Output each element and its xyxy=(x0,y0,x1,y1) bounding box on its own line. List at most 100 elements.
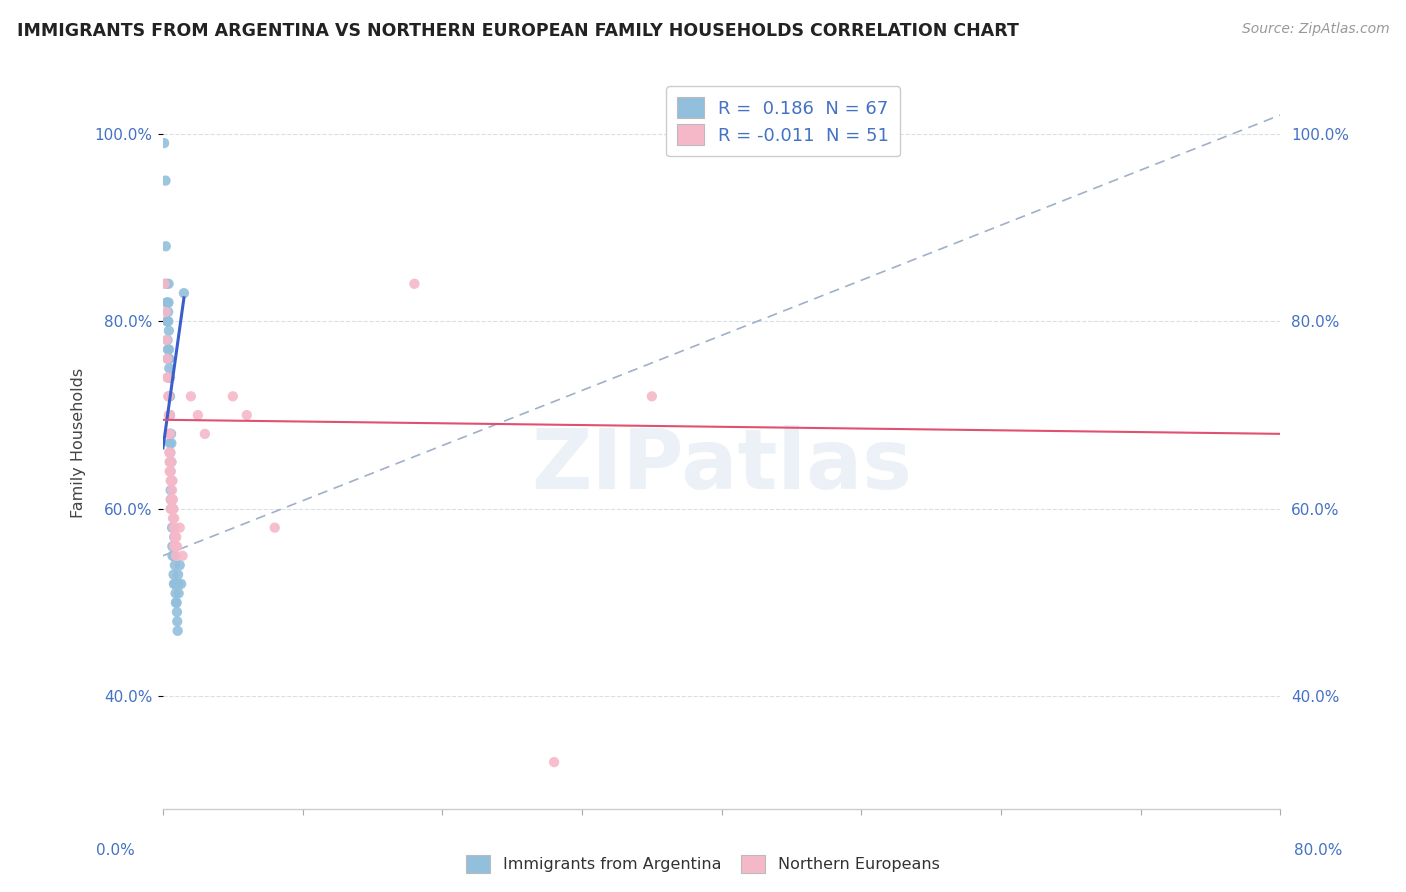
Point xyxy=(159,445,181,459)
Point xyxy=(157,295,180,310)
Point xyxy=(167,586,190,600)
Point xyxy=(159,492,181,507)
Point xyxy=(159,483,181,497)
Point xyxy=(157,277,180,291)
Point xyxy=(157,389,180,403)
Point xyxy=(180,389,202,403)
Point xyxy=(159,370,181,384)
Point xyxy=(159,455,181,469)
Point xyxy=(167,577,190,591)
Point xyxy=(167,567,190,582)
Point xyxy=(159,426,181,441)
Point xyxy=(159,464,181,478)
Point xyxy=(159,408,181,422)
Point xyxy=(156,295,179,310)
Point xyxy=(155,333,177,347)
Point xyxy=(172,549,194,563)
Point xyxy=(155,173,177,187)
Point xyxy=(157,408,180,422)
Point xyxy=(162,501,184,516)
Point xyxy=(163,558,186,573)
Point xyxy=(160,474,183,488)
Point xyxy=(157,389,180,403)
Point xyxy=(162,501,184,516)
Legend: Immigrants from Argentina, Northern Europeans: Immigrants from Argentina, Northern Euro… xyxy=(460,848,946,880)
Point xyxy=(165,596,187,610)
Point xyxy=(155,295,177,310)
Point xyxy=(165,530,187,544)
Point xyxy=(157,324,180,338)
Point xyxy=(157,426,180,441)
Point xyxy=(157,351,180,366)
Point xyxy=(159,389,181,403)
Point xyxy=(160,521,183,535)
Point xyxy=(159,492,181,507)
Point xyxy=(157,314,180,328)
Point xyxy=(162,521,184,535)
Point xyxy=(222,389,245,403)
Point xyxy=(159,436,181,450)
Point xyxy=(159,474,181,488)
Point xyxy=(641,389,664,403)
Point xyxy=(543,755,565,769)
Y-axis label: Family Households: Family Households xyxy=(72,368,86,518)
Point xyxy=(162,549,184,563)
Point xyxy=(157,361,180,376)
Point xyxy=(170,577,193,591)
Point xyxy=(166,624,188,638)
Point xyxy=(163,530,186,544)
Point xyxy=(163,521,186,535)
Legend: R =  0.186  N = 67, R = -0.011  N = 51: R = 0.186 N = 67, R = -0.011 N = 51 xyxy=(666,87,900,156)
Point xyxy=(157,351,180,366)
Point xyxy=(157,305,180,319)
Point xyxy=(153,136,176,150)
Point xyxy=(160,455,183,469)
Point xyxy=(157,370,180,384)
Point xyxy=(160,426,183,441)
Point xyxy=(160,436,183,450)
Point xyxy=(153,277,176,291)
Point xyxy=(160,474,183,488)
Point xyxy=(159,408,181,422)
Point xyxy=(157,351,180,366)
Point xyxy=(165,549,187,563)
Point xyxy=(162,549,184,563)
Point xyxy=(162,567,184,582)
Point xyxy=(159,445,181,459)
Point xyxy=(165,586,187,600)
Point xyxy=(236,408,259,422)
Point xyxy=(194,426,217,441)
Point xyxy=(156,370,179,384)
Point xyxy=(263,521,285,535)
Point xyxy=(159,426,181,441)
Point xyxy=(162,521,184,535)
Point xyxy=(159,408,181,422)
Point xyxy=(156,333,179,347)
Point xyxy=(162,492,184,507)
Point xyxy=(160,455,183,469)
Point xyxy=(160,492,183,507)
Point xyxy=(163,540,186,554)
Point xyxy=(163,511,186,525)
Text: ZIPatlas: ZIPatlas xyxy=(531,425,912,506)
Point xyxy=(156,370,179,384)
Point xyxy=(156,351,179,366)
Point xyxy=(155,305,177,319)
Text: Source: ZipAtlas.com: Source: ZipAtlas.com xyxy=(1241,22,1389,37)
Point xyxy=(166,540,188,554)
Point xyxy=(157,389,180,403)
Point xyxy=(160,483,183,497)
Point xyxy=(162,540,184,554)
Point xyxy=(162,511,184,525)
Point xyxy=(169,558,191,573)
Point xyxy=(187,408,209,422)
Point xyxy=(160,501,183,516)
Point xyxy=(156,314,179,328)
Point xyxy=(404,277,426,291)
Point xyxy=(159,426,181,441)
Point xyxy=(159,464,181,478)
Point xyxy=(173,286,195,301)
Point xyxy=(160,501,183,516)
Point xyxy=(162,474,184,488)
Point xyxy=(156,343,179,357)
